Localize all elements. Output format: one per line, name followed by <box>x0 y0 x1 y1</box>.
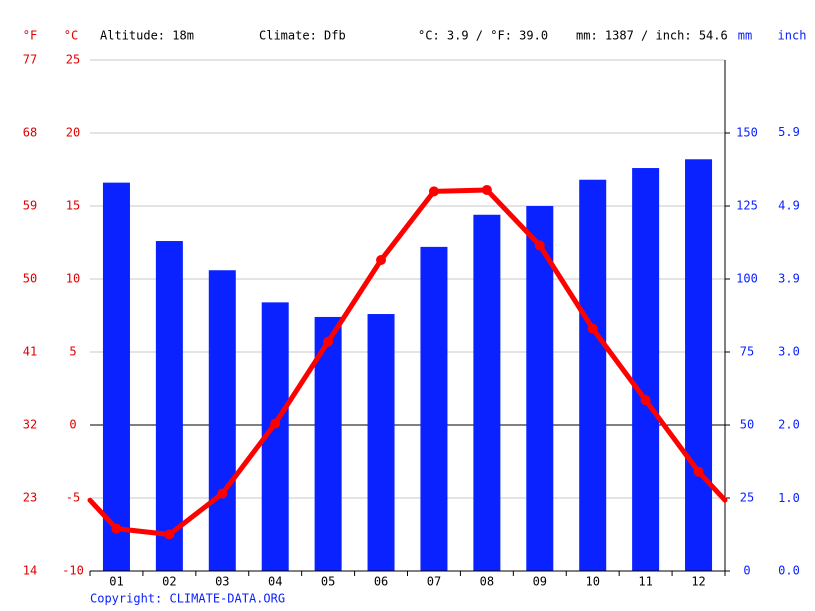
temperature-point <box>534 240 545 251</box>
yf-tick-label: 77 <box>23 53 37 67</box>
yf-tick-label: 50 <box>23 272 37 286</box>
temperature-point <box>270 418 281 429</box>
y2-tick-label: 150 <box>736 126 758 140</box>
line-wrap <box>696 469 728 503</box>
y2-tick-label: 75 <box>740 345 754 359</box>
precip-total: mm: 1387 / inch: 54.6 <box>576 29 728 43</box>
y2-tick-label: 50 <box>740 418 754 432</box>
x-tick-label: 01 <box>109 575 123 589</box>
y3-tick-label: 5.9 <box>778 125 800 139</box>
bar <box>579 179 607 571</box>
yf-tick-label: 41 <box>23 345 37 359</box>
x-tick-label: 09 <box>533 575 547 589</box>
x-tick-label: 10 <box>585 575 599 589</box>
altitude: Altitude: 18m <box>100 29 194 43</box>
bar <box>208 270 236 571</box>
y-tick-label: 15 <box>66 199 80 213</box>
y2-tick-label: 0 <box>743 564 750 578</box>
bar <box>155 241 183 572</box>
yf-tick-label: 32 <box>23 418 37 432</box>
x-tick-label: 02 <box>162 575 176 589</box>
temperature-point <box>481 184 492 195</box>
bar <box>526 206 554 571</box>
x-tick-label: 03 <box>215 575 229 589</box>
y-tick-label: 5 <box>69 345 76 359</box>
x-tick-label: 06 <box>374 575 388 589</box>
temperature-point <box>217 488 228 499</box>
bar <box>367 314 395 571</box>
bar <box>420 246 448 571</box>
y-tick-label: 10 <box>66 272 80 286</box>
mm-unit: mm <box>738 29 752 43</box>
bar <box>685 159 713 571</box>
temperature-point <box>640 395 651 406</box>
temperature-point <box>587 323 598 334</box>
x-tick-label: 11 <box>638 575 652 589</box>
y-tick-label: 25 <box>66 53 80 67</box>
y2-tick-label: 25 <box>740 491 754 505</box>
y3-tick-label: 4.9 <box>778 199 800 213</box>
temperature-point <box>111 523 122 534</box>
y3-tick-label: 1.0 <box>778 491 800 505</box>
copyright: Copyright: CLIMATE-DATA.ORG <box>90 592 285 606</box>
y3-tick-label: 3.0 <box>778 345 800 359</box>
yf-tick-label: 59 <box>23 199 37 213</box>
temperature-point <box>693 466 704 477</box>
yf-tick-label: 23 <box>23 491 37 505</box>
temperature-point <box>428 186 439 197</box>
bar <box>632 168 660 572</box>
x-tick-label: 05 <box>321 575 335 589</box>
x-tick-label: 08 <box>480 575 494 589</box>
y-tick-label: -5 <box>66 491 80 505</box>
y3-tick-label: 3.9 <box>778 271 800 285</box>
yf-tick-label: 14 <box>23 564 37 578</box>
c-unit: °C <box>64 29 78 43</box>
y3-tick-label: 2.0 <box>778 417 800 431</box>
temperature-point <box>323 336 334 347</box>
y3-tick-label: 0.0 <box>778 564 800 578</box>
temperature-point <box>376 255 387 266</box>
y-tick-label: 0 <box>69 418 76 432</box>
x-tick-label: 07 <box>427 575 441 589</box>
yf-tick-label: 68 <box>23 126 37 140</box>
bar <box>102 182 130 571</box>
y2-tick-label: 100 <box>736 272 758 286</box>
f-unit: °F <box>23 29 37 43</box>
x-tick-label: 04 <box>268 575 282 589</box>
y-tick-label: -10 <box>62 564 84 578</box>
temp-average: °C: 3.9 / °F: 39.0 <box>418 29 548 43</box>
x-tick-label: 12 <box>691 575 705 589</box>
y2-tick-label: 125 <box>736 199 758 213</box>
line-wrap <box>87 497 119 532</box>
temperature-point <box>164 529 175 540</box>
inch-unit: inch <box>778 29 807 43</box>
climate: Climate: Dfb <box>259 29 346 43</box>
temperature-line <box>113 187 702 537</box>
bar <box>473 214 501 571</box>
y-tick-label: 20 <box>66 126 80 140</box>
